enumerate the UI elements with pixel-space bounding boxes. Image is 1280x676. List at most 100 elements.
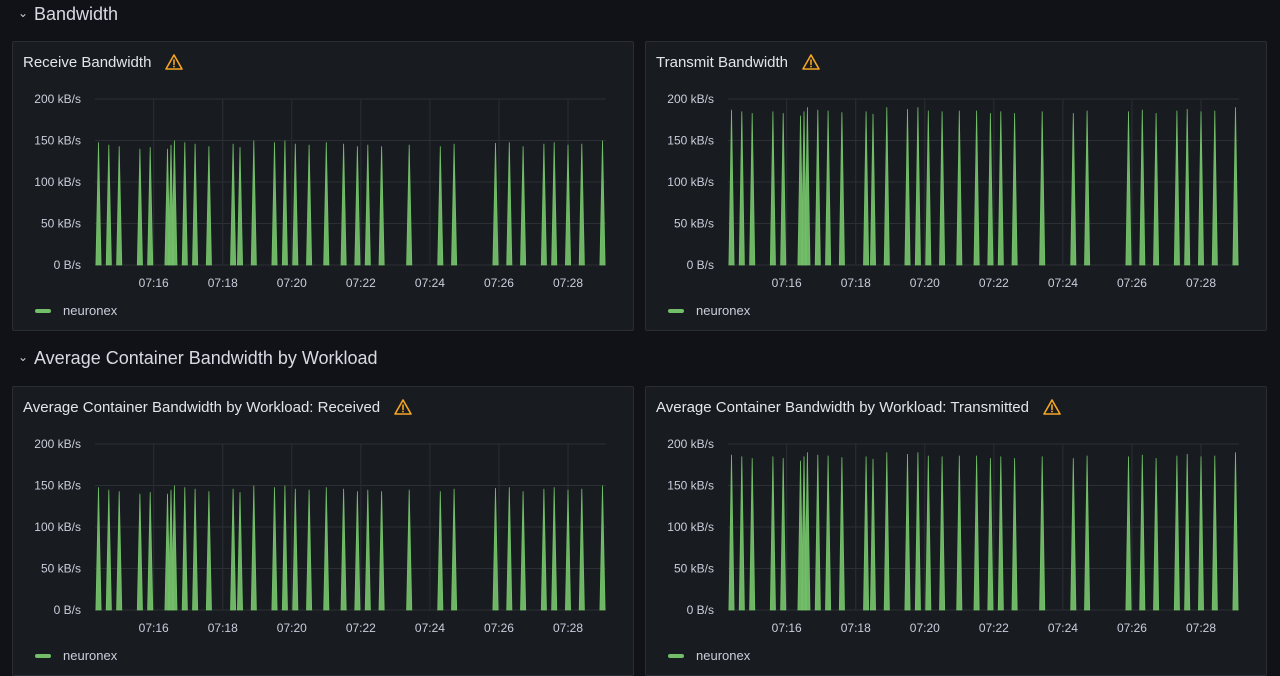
chevron-down-icon: ⌄: [18, 6, 29, 20]
legend-item[interactable]: neuronex: [668, 648, 750, 663]
legend-label: neuronex: [696, 303, 751, 318]
warning-icon[interactable]: [165, 53, 184, 71]
data-spike: [987, 113, 994, 266]
legend-swatch: [35, 308, 51, 313]
data-spike: [564, 144, 572, 266]
data-spike: [116, 491, 123, 611]
row-header-average-container-bandwidth[interactable]: ⌄ Average Container Bandwidth by Workloa…: [18, 344, 378, 372]
data-spike: [914, 107, 921, 266]
warning-icon[interactable]: [394, 398, 412, 416]
legend-swatch: [668, 653, 684, 658]
x-tick-label: 07:22: [346, 621, 376, 635]
warning-icon[interactable]: [1043, 398, 1061, 416]
data-spike: [230, 143, 237, 266]
chart: 0 B/s 50 kB/s 100 kB/s 150 kB/s 200 kB/s 07:1…: [34, 437, 606, 635]
data-spike: [492, 142, 499, 266]
data-spike: [506, 142, 513, 266]
data-spike: [354, 146, 361, 266]
x-tick-label: 07:16: [139, 621, 169, 635]
data-spike: [378, 146, 385, 266]
data-spike: [997, 111, 1004, 266]
panel-header[interactable]: Receive Bandwidth: [23, 52, 184, 72]
data-spike: [271, 142, 278, 266]
data-spike: [437, 491, 444, 611]
data-spike: [1125, 111, 1132, 266]
data-spike: [1084, 455, 1091, 611]
data-spike: [292, 488, 299, 611]
y-tick-label: 200 kB/s: [667, 92, 714, 106]
data-spike: [973, 455, 980, 611]
x-tick-label: 07:28: [553, 276, 583, 290]
y-tick-label: 50 kB/s: [41, 217, 81, 231]
data-spike: [904, 108, 911, 266]
data-spike: [236, 492, 244, 611]
data-spike: [599, 485, 606, 611]
data-spike: [340, 143, 347, 266]
data-spike: [838, 457, 845, 611]
data-spike: [236, 147, 244, 266]
data-spike: [1125, 456, 1132, 611]
data-spike: [863, 111, 870, 266]
data-spike: [956, 455, 963, 611]
x-tick-label: 07:26: [1117, 621, 1147, 635]
data-spike: [1070, 113, 1077, 266]
legend-item[interactable]: neuronex: [35, 303, 117, 318]
panel-header[interactable]: Average Container Bandwidth by Workload:…: [656, 397, 1061, 417]
data-spike: [116, 146, 123, 266]
chevron-down-icon: ⌄: [18, 350, 29, 364]
data-spike: [354, 491, 361, 611]
y-tick-label: 50 kB/s: [674, 217, 714, 231]
y-tick-label: 150 kB/s: [34, 479, 81, 493]
y-tick-label: 100 kB/s: [34, 520, 81, 534]
data-spike: [281, 140, 288, 266]
data-spike: [780, 458, 787, 611]
data-spike: [136, 148, 143, 266]
data-spike: [506, 487, 513, 611]
data-spike: [825, 110, 832, 266]
y-tick-label: 0 B/s: [687, 258, 714, 272]
y-tick-label: 50 kB/s: [674, 562, 714, 576]
row-header-bandwidth[interactable]: ⌄ Bandwidth: [18, 0, 118, 28]
data-spike: [323, 487, 330, 611]
panel-transmit-bandwidth: Transmit Bandwidth 0 B/s 50 kB/s 100 kB/s 1…: [645, 41, 1267, 331]
data-spike: [340, 488, 347, 611]
legend-swatch: [35, 653, 51, 658]
data-spike: [1184, 108, 1191, 266]
data-spike: [838, 112, 845, 266]
y-tick-label: 150 kB/s: [34, 134, 81, 148]
legend-label: neuronex: [696, 648, 751, 663]
data-spike: [230, 488, 237, 611]
y-tick-label: 0 B/s: [54, 603, 81, 617]
panel-title: Transmit Bandwidth: [656, 53, 788, 71]
data-spike: [437, 146, 444, 266]
data-spike: [738, 456, 745, 611]
data-spike: [869, 113, 877, 266]
data-spike: [1173, 455, 1180, 611]
legend-item[interactable]: neuronex: [35, 648, 117, 663]
legend-swatch: [668, 308, 684, 313]
x-tick-label: 07:28: [1186, 276, 1216, 290]
data-spike: [520, 491, 527, 611]
data-spike: [136, 493, 143, 611]
y-tick-label: 200 kB/s: [34, 437, 81, 451]
x-tick-label: 07:20: [910, 621, 940, 635]
panel-header[interactable]: Average Container Bandwidth by Workload:…: [23, 397, 412, 417]
data-spike: [1011, 113, 1018, 266]
y-tick-label: 100 kB/s: [34, 175, 81, 189]
data-spike: [95, 142, 102, 266]
data-spike: [192, 488, 199, 611]
y-tick-label: 50 kB/s: [41, 562, 81, 576]
data-spike: [904, 453, 911, 611]
y-tick-label: 200 kB/s: [34, 92, 81, 106]
x-tick-label: 07:20: [910, 276, 940, 290]
chart: 0 B/s 50 kB/s 100 kB/s 150 kB/s 200 kB/s 07:1…: [34, 92, 606, 290]
x-tick-label: 07:22: [979, 276, 1009, 290]
data-spike: [780, 113, 787, 266]
legend-item[interactable]: neuronex: [668, 303, 750, 318]
x-tick-label: 07:18: [208, 621, 238, 635]
y-tick-label: 100 kB/s: [667, 520, 714, 534]
row-title: Average Container Bandwidth by Workload: [34, 347, 378, 368]
warning-icon[interactable]: [802, 53, 820, 71]
data-spike: [1197, 456, 1205, 611]
panel-header[interactable]: Transmit Bandwidth: [656, 52, 820, 72]
